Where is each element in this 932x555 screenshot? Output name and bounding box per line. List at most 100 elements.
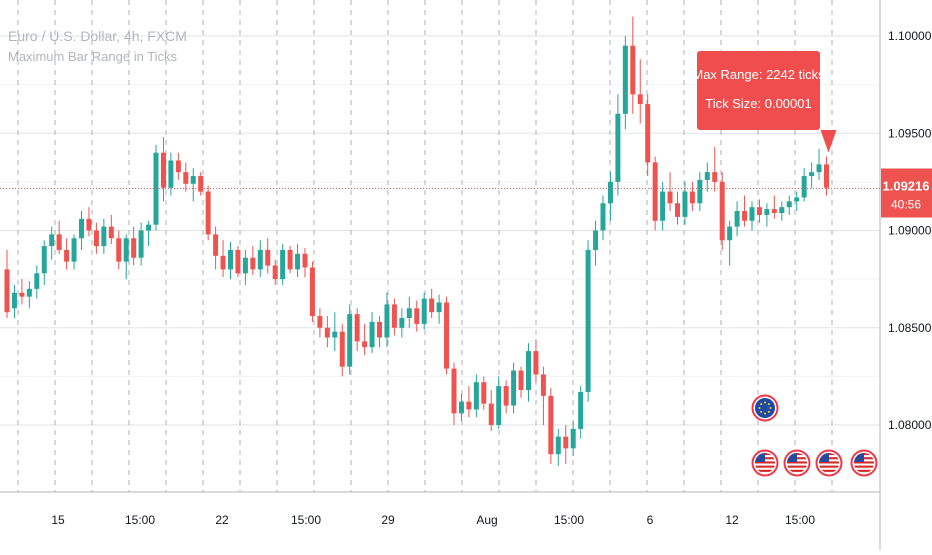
candle-body [526, 351, 531, 390]
candle-body [742, 211, 748, 221]
candle [34, 265, 40, 299]
candle [794, 191, 800, 212]
callout-box [697, 51, 820, 130]
candle [645, 94, 651, 177]
eu-flag-icon[interactable] [751, 394, 779, 422]
candle-body [108, 226, 114, 239]
candle-body [637, 94, 643, 105]
candle [324, 316, 330, 348]
candle-body [339, 331, 345, 367]
candle [526, 343, 531, 402]
candle-body [794, 197, 800, 202]
candle [540, 366, 546, 425]
economic-events[interactable] [751, 394, 878, 477]
us-flag-icon[interactable] [815, 449, 843, 477]
candle-body [578, 391, 584, 429]
candle-body [548, 395, 554, 455]
us-flag-icon[interactable] [783, 449, 811, 477]
candle-body [4, 269, 10, 313]
candle [86, 207, 92, 237]
candle-body [734, 211, 740, 227]
candle-body [444, 302, 450, 369]
symbol-title[interactable]: Euro / U.S. Dollar, 4h, FXCM [8, 28, 187, 44]
candle-body [49, 234, 55, 247]
candle-body [123, 238, 129, 262]
candle-body [466, 401, 472, 410]
candle [824, 156, 829, 196]
candle-body [764, 209, 770, 215]
candle [272, 259, 278, 285]
candle [749, 201, 755, 231]
candle-body [332, 331, 338, 338]
candle [250, 246, 256, 276]
candle-body [34, 273, 40, 289]
candle-body [287, 249, 293, 270]
candle [809, 162, 815, 188]
candle [466, 386, 472, 418]
candle [607, 172, 613, 221]
time-tick-label: 29 [381, 513, 395, 527]
candle [26, 281, 32, 309]
candle [79, 211, 84, 250]
candle [49, 226, 55, 260]
candle [801, 168, 807, 202]
candle-body [198, 176, 204, 192]
candle-body [540, 374, 546, 396]
candle-body [756, 207, 762, 215]
candle-body [801, 176, 807, 198]
candle-body [280, 249, 286, 280]
candle-body [809, 172, 815, 177]
candle [593, 220, 599, 266]
candle-body [503, 386, 509, 406]
last-price-tag: 1.09216 40:56 [881, 168, 932, 218]
candle-body [235, 249, 241, 274]
candle-body [727, 226, 733, 241]
candle-body [116, 238, 122, 262]
candle-body [324, 327, 330, 338]
indicator-name[interactable]: Maximum Bar Range in Ticks [8, 49, 178, 64]
candle-body [242, 257, 248, 274]
candle-body [414, 308, 420, 324]
candle [332, 312, 338, 352]
candle [242, 249, 248, 285]
us-flag-icon[interactable] [751, 449, 779, 477]
candle-body [824, 164, 829, 188]
callout-pointer [820, 130, 837, 153]
candle [168, 152, 174, 196]
candle [756, 199, 762, 223]
candle [473, 374, 479, 418]
price-axis[interactable]: 1.10000 1.09500 1.09000 1.08500 1.08000 [888, 29, 932, 432]
candle [153, 144, 159, 231]
candle-body [86, 218, 92, 231]
candle [630, 16, 636, 114]
candle [555, 428, 561, 466]
candle-body [645, 104, 651, 163]
candle-body [473, 382, 479, 410]
candle [41, 240, 47, 285]
candle [458, 393, 464, 422]
candle [220, 240, 226, 278]
candle-body [458, 401, 464, 414]
candle-body [615, 113, 621, 182]
price-tick-label: 1.09500 [888, 126, 932, 140]
candle-body [600, 203, 606, 231]
candle-body [64, 249, 70, 262]
candle [414, 300, 420, 332]
candle [235, 246, 241, 278]
candle [742, 195, 748, 227]
candle [503, 380, 509, 414]
candle [481, 376, 487, 410]
candle [548, 388, 554, 464]
us-flag-icon[interactable] [850, 449, 878, 477]
candle-body [406, 308, 412, 319]
candle [265, 238, 271, 274]
time-axis[interactable]: 15 15:00 22 15:00 29 Aug 15:00 6 12 15:00 [51, 513, 815, 527]
candle-body [563, 436, 569, 449]
time-tick-label: 12 [725, 513, 739, 527]
candle-body [771, 209, 777, 213]
candle-body [481, 382, 487, 404]
candle-body [488, 403, 494, 425]
candle-body [675, 203, 680, 217]
